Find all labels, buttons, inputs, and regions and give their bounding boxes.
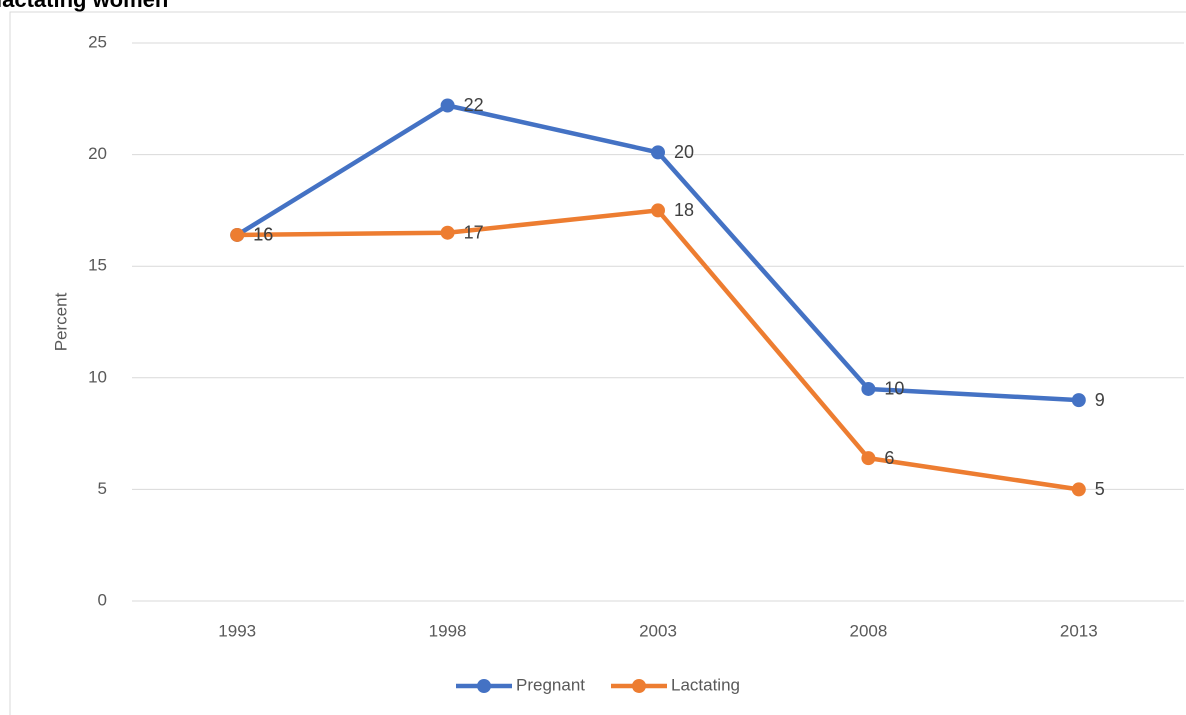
data-label: 6 (884, 448, 894, 468)
legend-marker (477, 679, 491, 693)
y-tick-label: 15 (88, 256, 107, 275)
data-label: 20 (674, 142, 694, 162)
x-tick-label: 2003 (639, 621, 677, 640)
series-line (237, 208, 1080, 492)
x-tick-label: 2013 (1060, 621, 1098, 640)
chart-title: lactating women (0, 0, 168, 12)
y-axis-label: Percent (51, 292, 70, 351)
legend-label: Lactating (671, 675, 740, 694)
data-label: 17 (464, 222, 484, 242)
data-label: 9 (1095, 390, 1105, 410)
point (861, 451, 876, 466)
data-label: 10 (884, 379, 904, 399)
data-label: 18 (674, 200, 694, 220)
data-label: 5 (1095, 479, 1105, 499)
point (1071, 482, 1086, 497)
y-tick-label: 5 (98, 479, 107, 498)
x-tick-label: 1993 (218, 621, 256, 640)
point (651, 145, 665, 160)
x-tick-label: 2008 (849, 621, 887, 640)
y-tick-label: 20 (88, 144, 107, 163)
point (440, 98, 455, 113)
y-tick-label: 25 (88, 32, 107, 51)
chart-frame (9, 11, 1186, 715)
point (230, 227, 245, 242)
y-tick-label: 10 (88, 367, 107, 386)
data-label: 22 (464, 95, 484, 115)
point (440, 225, 455, 240)
legend-marker (632, 679, 646, 693)
legend-label: Pregnant (516, 675, 585, 694)
y-tick-label: 0 (98, 590, 107, 609)
point (651, 203, 665, 218)
point (861, 381, 876, 396)
point (1071, 393, 1086, 408)
x-tick-label: 1998 (429, 621, 467, 640)
data-label: 16 (253, 225, 273, 245)
